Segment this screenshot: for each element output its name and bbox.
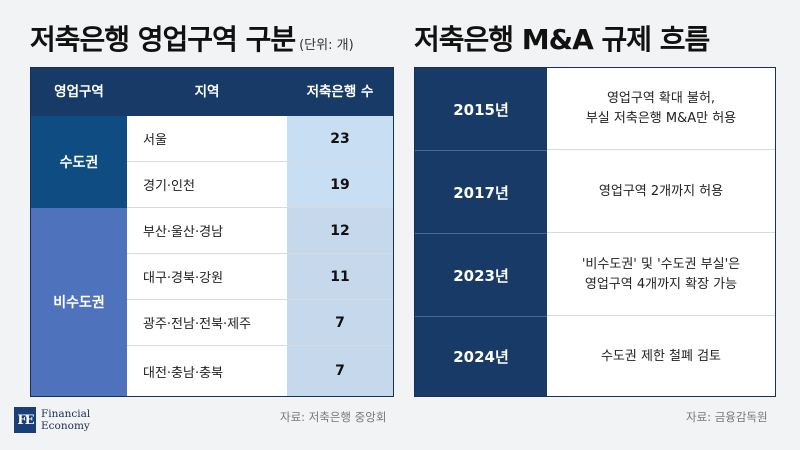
header-area: 지역 (194, 84, 220, 100)
year-cell: 2023년 (415, 234, 547, 316)
logo-text: Financial Economy (41, 408, 90, 432)
count-cell: 7 (287, 346, 393, 396)
count-cell: 19 (287, 162, 393, 207)
timeline-row: 2024년 수도권 제한 철폐 검토 (415, 317, 775, 396)
table-row: 대구·경북·강원 11 (127, 254, 393, 300)
count-cell: 11 (287, 254, 393, 299)
count-cell: 12 (287, 208, 393, 253)
area-cell: 광주·전남·전북·제주 (127, 300, 287, 345)
desc-cell: 영업구역 확대 불허, 부실 저축은행 M&A만 허용 (547, 68, 775, 150)
logo-line-1: Financial (41, 408, 91, 420)
table-header: 영업구역 지역 저축은행 수 (31, 68, 393, 116)
desc-cell: '비수도권' 및 '수도권 부실'은 영업구역 4개까지 확장 가능 (547, 234, 775, 316)
table-row: 부산·울산·경남 12 (127, 208, 393, 254)
region-capital: 수도권 (31, 116, 127, 208)
table-row: 서울 23 (127, 116, 393, 162)
left-title-text: 저축은행 영업구역 구분 (30, 23, 296, 56)
left-table-title: 저축은행 영업구역 구분 (단위: 개) (30, 18, 354, 58)
timeline-row: 2023년 '비수도권' 및 '수도권 부실'은 영업구역 4개까지 확장 가능 (415, 234, 775, 316)
area-cell: 경기·인천 (127, 162, 287, 207)
financial-economy-logo: FE Financial Economy (14, 407, 90, 433)
desc-cell: 수도권 제한 철폐 검토 (600, 348, 722, 364)
right-table-title: 저축은행 M&A 규제 흐름 (414, 23, 710, 56)
year-cell: 2024년 (415, 317, 547, 396)
row-divider (415, 316, 547, 317)
region-non-capital: 비수도권 (31, 208, 127, 396)
table-row: 광주·전남·전북·제주 7 (127, 300, 393, 346)
area-cell: 부산·울산·경남 (127, 208, 287, 253)
sales-area-table: 영업구역 지역 저축은행 수 수도권 비수도권 서울 23 경기·인천 19 부… (30, 67, 394, 397)
desc-cell: 영업구역 2개까지 허용 (547, 151, 775, 233)
count-cell: 23 (287, 116, 393, 161)
left-source: 자료: 저축은행 중앙회 (280, 410, 387, 424)
row-divider (415, 233, 547, 234)
logo-mark-icon: FE (14, 407, 36, 433)
area-cell: 대구·경북·강원 (127, 254, 287, 299)
year-cell: 2015년 (415, 68, 547, 150)
header-region: 영업구역 (54, 84, 104, 100)
year-cell: 2017년 (415, 151, 547, 233)
logo-line-2: Economy (41, 420, 90, 432)
timeline-row: 2017년 영업구역 2개까지 허용 (415, 151, 775, 233)
header-count: 저축은행 수 (306, 84, 374, 100)
timeline-row: 2015년 영업구역 확대 불허, 부실 저축은행 M&A만 허용 (415, 68, 775, 150)
count-cell: 7 (287, 300, 393, 345)
table-row: 경기·인천 19 (127, 162, 393, 208)
row-divider (415, 150, 547, 151)
regulation-timeline-table: 2015년 영업구역 확대 불허, 부실 저축은행 M&A만 허용 2017년 … (414, 67, 776, 397)
area-cell: 서울 (127, 116, 287, 161)
table-row: 대전·충남·충북 7 (127, 346, 393, 396)
right-source: 자료: 금융감독원 (686, 410, 768, 424)
unit-label: (단위: 개) (299, 38, 354, 53)
area-cell: 대전·충남·충북 (127, 346, 287, 396)
